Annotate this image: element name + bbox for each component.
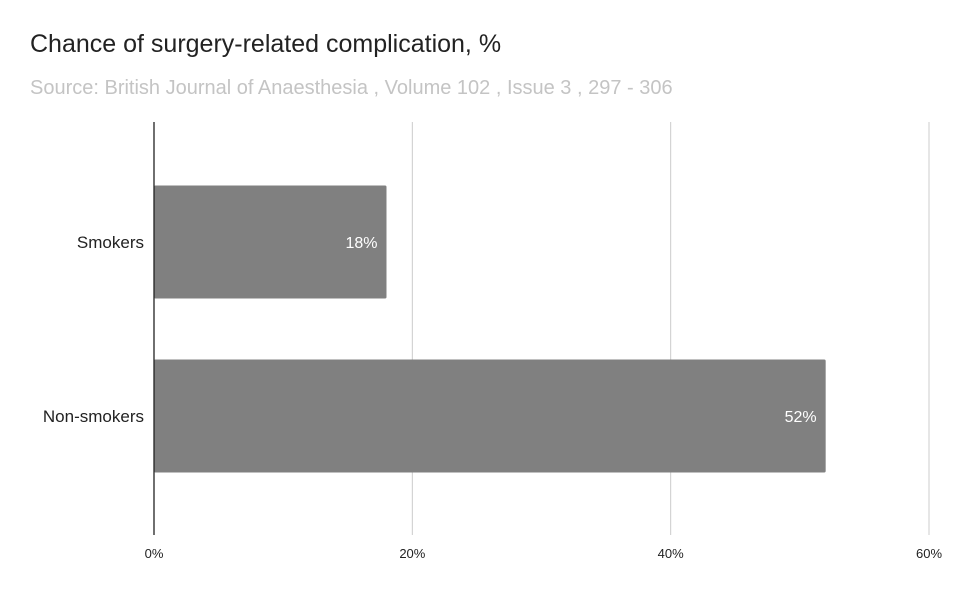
category-label: Smokers xyxy=(77,233,144,252)
x-tick-label: 0% xyxy=(145,546,164,561)
x-tick-label: 60% xyxy=(916,546,942,561)
bar xyxy=(154,359,826,473)
data-label: 52% xyxy=(785,409,817,426)
x-tick-label: 40% xyxy=(658,546,684,561)
x-tick-label: 20% xyxy=(399,546,425,561)
chart-title: Chance of surgery-related complication, … xyxy=(30,30,502,58)
bar xyxy=(154,185,387,299)
chart-subtitle: Source: British Journal of Anaesthesia ,… xyxy=(30,77,673,99)
category-label: Non-smokers xyxy=(43,407,144,426)
data-label: 18% xyxy=(345,235,377,252)
